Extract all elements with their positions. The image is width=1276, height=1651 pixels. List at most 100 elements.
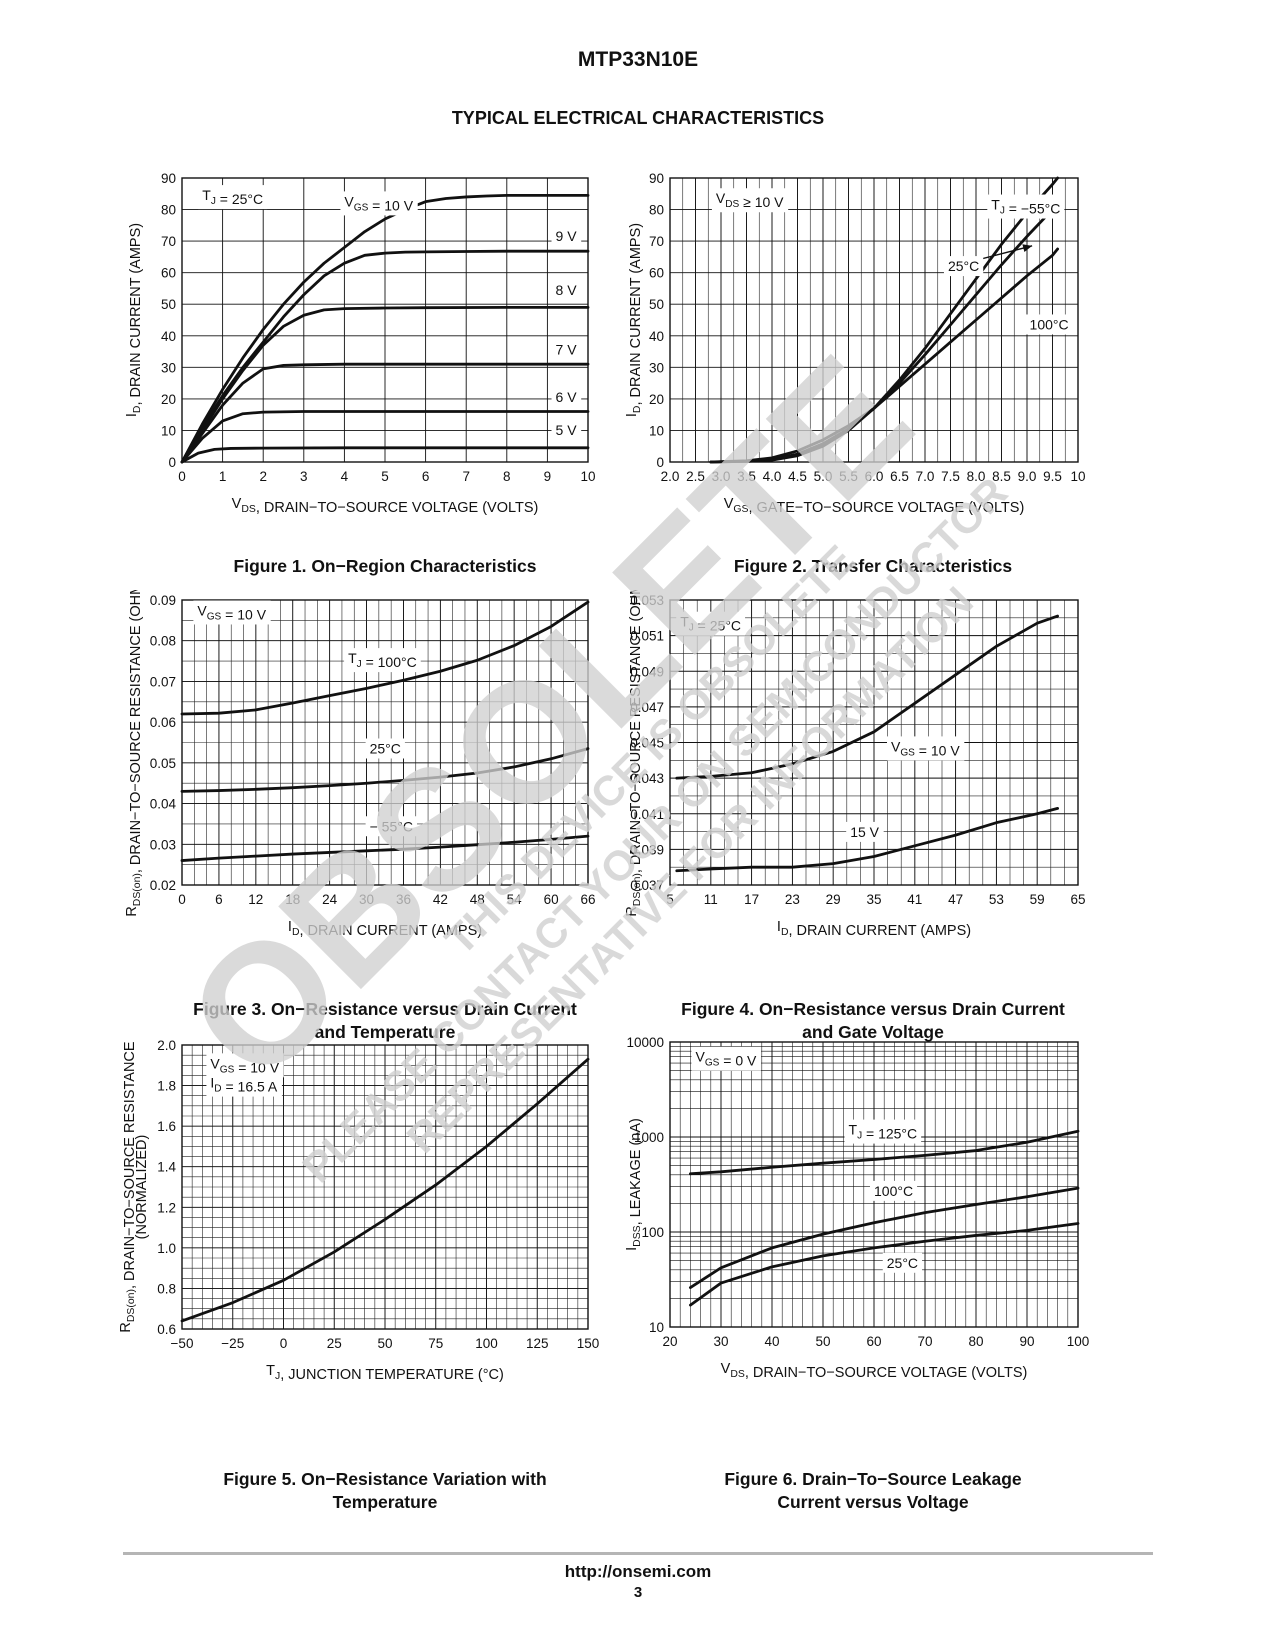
caption-line: Figure 5. On−Resistance Variation with <box>223 1469 547 1489</box>
plot-frame <box>181 177 589 463</box>
figure-5-caption: Figure 5. On−Resistance Variation with T… <box>180 1468 590 1514</box>
label-part: , DRAIN CURRENT (AMPS) <box>299 923 482 939</box>
y-tick-label: 60 <box>649 266 664 281</box>
y-tick-label: 20 <box>161 392 176 407</box>
label-part: , DRAIN−TO−SOURCE VOLTAGE (VOLTS) <box>256 500 539 516</box>
label-part: V <box>716 190 726 206</box>
x-tick-label: 7.0 <box>916 469 935 484</box>
series-line <box>180 193 590 464</box>
x-tick-label: 0 <box>178 469 186 484</box>
caption-line: Figure 2. Transfer Characteristics <box>733 556 1013 576</box>
label-part: I <box>288 919 292 935</box>
label-part: , JUNCTION TEMPERATURE (°C) <box>280 1367 504 1383</box>
caption-line: Temperature <box>332 1492 438 1512</box>
label-part: 8 V <box>556 282 578 298</box>
annotation-label: 9 V <box>556 228 578 244</box>
y-tick-label: 1.0 <box>157 1241 176 1256</box>
label-part: , DRAIN CURRENT (AMPS) <box>628 223 644 406</box>
label-part: , DRAIN−TO−SOURCE RESISTANCE (OHMS) <box>128 590 144 873</box>
figure-3-plot: 0 6 12 18 24 30 36 42 48 54 60 66 0.02 0.03 0.04 0.05 0.… <box>124 590 596 939</box>
x-tick-label: 6.0 <box>865 469 884 484</box>
y-tick-label: 1000 <box>634 1130 664 1145</box>
x-tick-label: 5.0 <box>814 469 833 484</box>
x-axis-label: ID, DRAIN CURRENT (AMPS) <box>777 919 971 939</box>
y-tick-label: 70 <box>161 234 176 249</box>
annotation-background <box>846 821 884 842</box>
subscript: J <box>1000 206 1005 217</box>
x-tick-label: 0 <box>178 892 186 907</box>
annotation-label: TJ = 125°C <box>849 1122 918 1142</box>
x-tick-label: 0 <box>280 1336 288 1351</box>
annotation-label: VGS = 10 V <box>210 1055 279 1075</box>
subscript: J <box>857 1131 862 1142</box>
caption-line: Figure 3. On−Resistance versus Drain Cur… <box>193 999 577 1019</box>
annotation-label: TJ = 25°C <box>680 614 741 634</box>
y-tick-label: 0.053 <box>630 593 664 608</box>
x-tick-label: 70 <box>917 1334 932 1349</box>
x-tick-label: 1 <box>219 469 227 484</box>
annotation-label: 8 V <box>556 282 578 298</box>
y-axis-label: RDS(on), DRAIN−TO−SOURCE RESISTANCE <box>118 1041 138 1333</box>
subscript: D <box>292 927 300 938</box>
x-tick-label: 10 <box>1070 469 1085 484</box>
annotation-background <box>887 736 965 761</box>
y-tick-label: 0 <box>168 455 176 470</box>
label-part: I <box>624 413 640 417</box>
y-tick-label: 40 <box>161 329 176 344</box>
y-tick-label: 0.051 <box>630 629 664 644</box>
x-tick-label: 24 <box>322 892 338 907</box>
label-part: R <box>624 906 640 916</box>
series-line <box>675 807 1059 873</box>
y-tick-label: 20 <box>649 392 664 407</box>
y-axis-label: IDSS, LEAKAGE (nA) <box>624 1118 644 1251</box>
label-part: 100°C <box>1030 316 1069 332</box>
annotation-arrowhead <box>1022 244 1033 252</box>
x-tick-label: 2.0 <box>661 469 680 484</box>
y-tick-label: 0.6 <box>157 1322 176 1337</box>
annotation-label: − 55°C <box>370 818 413 834</box>
annotation-label: 25°C <box>370 740 401 756</box>
annotation-label: VGS = 10 V <box>197 602 266 622</box>
figure-6-caption: Figure 6. Drain−To−Source Leakage Curren… <box>668 1468 1078 1514</box>
annotation-label: TJ = 25°C <box>202 187 263 207</box>
subscript: DS <box>241 504 256 515</box>
y-tick-label: 0.06 <box>150 715 176 730</box>
label-part: 15 V <box>850 824 879 840</box>
x-tick-label: 5.5 <box>839 469 858 484</box>
annotation-label: 6 V <box>556 389 578 405</box>
label-part: V <box>344 193 354 209</box>
subscript: GS <box>354 202 369 213</box>
annotation-background <box>206 1072 282 1097</box>
document-title: MTP33N10E <box>577 48 699 71</box>
annotation-background <box>344 648 421 673</box>
x-tick-label: 2 <box>259 469 267 484</box>
label-part: T <box>680 614 689 630</box>
annotation-background <box>676 611 746 636</box>
annotation-label: VGS = 10 V <box>344 193 413 213</box>
annotation-background <box>551 339 582 360</box>
label-part: , DRAIN CURRENT (AMPS) <box>788 923 971 939</box>
y-axis-label: RDS(on), DRAIN−TO−SOURCE RESISTANCE (OHM… <box>124 590 144 917</box>
y-tick-label: 50 <box>649 297 664 312</box>
subscript: DS(on) <box>132 873 143 906</box>
x-tick-label: 150 <box>577 1336 600 1351</box>
y-axis-label: RDS(on), DRAIN−TO−SOURCE RESISTANCE (OHM… <box>624 590 644 917</box>
label-part: = 16.5 A <box>222 1079 278 1095</box>
x-tick-label: 6 <box>422 469 430 484</box>
annotation-background <box>943 256 984 277</box>
series-line <box>709 176 1059 464</box>
label-part: 5 V <box>556 422 578 438</box>
footer-link[interactable]: http://onsemi.com <box>564 1562 712 1581</box>
subscript: GS <box>220 1064 235 1075</box>
subscript: GS <box>207 611 222 622</box>
y-tick-label: 0.049 <box>630 664 664 679</box>
x-tick-label: 47 <box>948 892 963 907</box>
subscript: DS <box>725 199 739 210</box>
x-tick-label: 9.5 <box>1043 469 1062 484</box>
label-part: , DRAIN−TO−SOURCE RESISTANCE (OHMS) <box>628 590 644 873</box>
annotation-label: 15 V <box>850 824 879 840</box>
y-tick-label: 0.037 <box>630 878 664 893</box>
y-tick-label: 50 <box>161 297 176 312</box>
